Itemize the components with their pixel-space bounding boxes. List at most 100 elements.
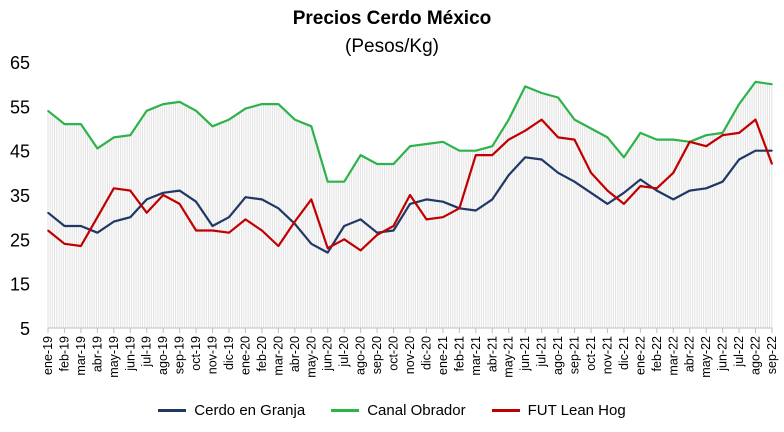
data-point — [178, 101, 181, 103]
data-point — [606, 136, 609, 139]
data-point — [47, 109, 49, 112]
x-tick-label: may-21 — [502, 336, 516, 378]
x-tick-label: abr-22 — [683, 336, 697, 372]
data-point — [129, 216, 132, 218]
data-point — [63, 242, 66, 245]
data-point — [343, 180, 345, 183]
data-point — [672, 198, 675, 201]
x-tick-label: mar-20 — [271, 336, 285, 376]
x-tick-label: dic-21 — [617, 336, 631, 370]
x-tick-label: jul-22 — [732, 336, 746, 368]
data-point — [294, 220, 296, 223]
data-point — [524, 85, 526, 88]
data-point — [639, 185, 642, 187]
data-point — [228, 216, 230, 218]
data-point — [211, 229, 214, 232]
data-point — [705, 187, 707, 190]
chart-title: Precios Cerdo México — [292, 8, 492, 29]
x-tick-label: abr-21 — [485, 336, 499, 372]
data-point — [623, 156, 625, 159]
data-point — [540, 158, 543, 161]
data-point — [376, 231, 378, 234]
legend-swatch — [158, 409, 187, 412]
data-point — [590, 191, 592, 194]
data-point — [475, 149, 477, 152]
legend-item-leanhog: FUT Lean Hog — [491, 402, 626, 419]
data-point — [573, 138, 576, 141]
data-point — [310, 198, 313, 201]
data-point — [376, 234, 378, 236]
data-point — [178, 203, 181, 205]
data-point — [738, 132, 740, 134]
x-tick-label: jul-19 — [140, 336, 154, 368]
x-tick-label: jun-21 — [518, 336, 532, 372]
data-point — [656, 187, 658, 190]
x-tick-label: jul-21 — [535, 336, 549, 368]
data-point — [195, 200, 197, 203]
data-point — [409, 145, 411, 148]
data-point — [162, 103, 164, 105]
data-point — [425, 218, 428, 221]
x-tick-label: feb-20 — [255, 336, 269, 371]
data-point — [557, 96, 559, 99]
data-point — [507, 174, 510, 176]
data-point — [195, 229, 197, 232]
data-point — [310, 125, 313, 128]
y-tick-label: 35 — [10, 186, 30, 206]
data-point — [277, 207, 280, 210]
x-tick-label: may-20 — [304, 336, 318, 378]
data-point — [96, 216, 99, 218]
data-point — [261, 229, 263, 232]
x-tick-label: abr-19 — [90, 336, 104, 372]
data-point — [145, 109, 148, 112]
data-point — [162, 191, 164, 194]
data-point — [425, 198, 428, 201]
legend-swatch — [331, 409, 360, 412]
data-point — [145, 211, 148, 214]
data-point — [409, 203, 411, 205]
legend-item-granja: Cerdo en Granja — [158, 402, 305, 419]
data-point — [442, 141, 444, 143]
data-point — [557, 172, 559, 174]
data-point — [639, 178, 642, 181]
y-tick-label: 15 — [10, 275, 30, 295]
x-tick-label: nov-21 — [600, 336, 614, 374]
data-point — [491, 145, 494, 148]
data-point — [228, 231, 230, 234]
data-point — [359, 154, 362, 156]
data-point — [705, 145, 707, 148]
data-point — [458, 149, 461, 152]
data-point — [754, 118, 757, 121]
x-tick-label: jun-19 — [123, 336, 137, 372]
data-point — [277, 103, 280, 105]
x-tick-label: ago-22 — [749, 336, 763, 375]
data-point — [738, 103, 740, 105]
x-tick-label: sep-21 — [568, 336, 582, 374]
data-point — [475, 209, 477, 212]
x-tick-label: ene-19 — [41, 336, 55, 375]
legend-label: Canal Obrador — [367, 402, 466, 419]
data-point — [721, 180, 724, 183]
x-tick-label: feb-22 — [650, 336, 664, 371]
data-point — [623, 203, 625, 205]
x-tick-label: jul-20 — [337, 336, 351, 368]
data-point — [507, 118, 510, 121]
x-tick-label: ago-21 — [551, 336, 565, 375]
data-point — [195, 109, 197, 112]
data-point — [771, 163, 773, 165]
data-point — [639, 132, 642, 134]
x-tick-label: ago-19 — [156, 336, 170, 375]
data-point — [606, 189, 609, 192]
x-tick-label: may-22 — [699, 336, 713, 378]
legend-item-obrador: Canal Obrador — [331, 402, 466, 419]
data-point — [721, 132, 724, 134]
data-point — [244, 107, 247, 110]
data-point — [80, 245, 82, 247]
x-tick-label: ago-20 — [354, 336, 368, 375]
data-point — [540, 118, 543, 121]
data-point — [672, 172, 675, 174]
data-point — [294, 118, 296, 121]
data-point — [524, 156, 526, 159]
data-point — [409, 194, 411, 196]
